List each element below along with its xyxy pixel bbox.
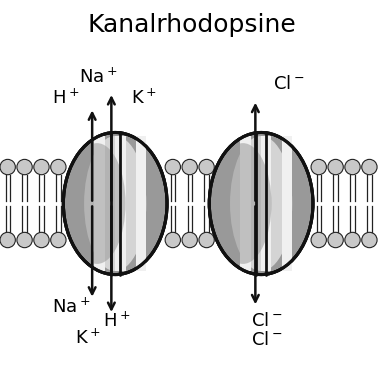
Circle shape: [362, 232, 377, 248]
Circle shape: [345, 232, 360, 248]
Circle shape: [199, 232, 214, 248]
Bar: [94, 136, 105, 271]
Text: Kanalrhodopsine: Kanalrhodopsine: [88, 13, 296, 37]
Text: Na$^+$: Na$^+$: [79, 67, 117, 86]
Circle shape: [34, 232, 49, 248]
Circle shape: [0, 232, 15, 248]
Circle shape: [51, 159, 66, 175]
Circle shape: [17, 232, 32, 248]
Text: Cl$^-$: Cl$^-$: [251, 312, 283, 329]
Bar: [115, 136, 126, 271]
Circle shape: [182, 232, 197, 248]
Circle shape: [199, 159, 214, 175]
Circle shape: [311, 159, 326, 175]
Ellipse shape: [209, 132, 313, 275]
Bar: [261, 136, 271, 271]
Ellipse shape: [63, 132, 167, 275]
Circle shape: [34, 159, 49, 175]
Text: K$^+$: K$^+$: [76, 328, 101, 348]
Bar: [136, 136, 146, 271]
Ellipse shape: [84, 136, 146, 271]
Bar: [240, 136, 251, 271]
Circle shape: [182, 159, 197, 175]
Text: K$^+$: K$^+$: [131, 88, 156, 108]
Ellipse shape: [214, 143, 271, 264]
Circle shape: [362, 159, 377, 175]
Ellipse shape: [230, 136, 292, 271]
Circle shape: [345, 159, 360, 175]
Circle shape: [17, 159, 32, 175]
Text: H$^+$: H$^+$: [103, 311, 131, 330]
Ellipse shape: [68, 143, 126, 264]
Text: Cl$^-$: Cl$^-$: [251, 331, 283, 349]
Text: Na$^+$: Na$^+$: [52, 298, 90, 317]
Text: Cl$^-$: Cl$^-$: [273, 76, 304, 93]
Circle shape: [165, 159, 180, 175]
Circle shape: [328, 159, 343, 175]
Circle shape: [51, 232, 66, 248]
Circle shape: [311, 232, 326, 248]
Circle shape: [0, 159, 15, 175]
Text: H$^+$: H$^+$: [52, 88, 79, 108]
Bar: [282, 136, 292, 271]
Circle shape: [328, 232, 343, 248]
Circle shape: [165, 232, 180, 248]
